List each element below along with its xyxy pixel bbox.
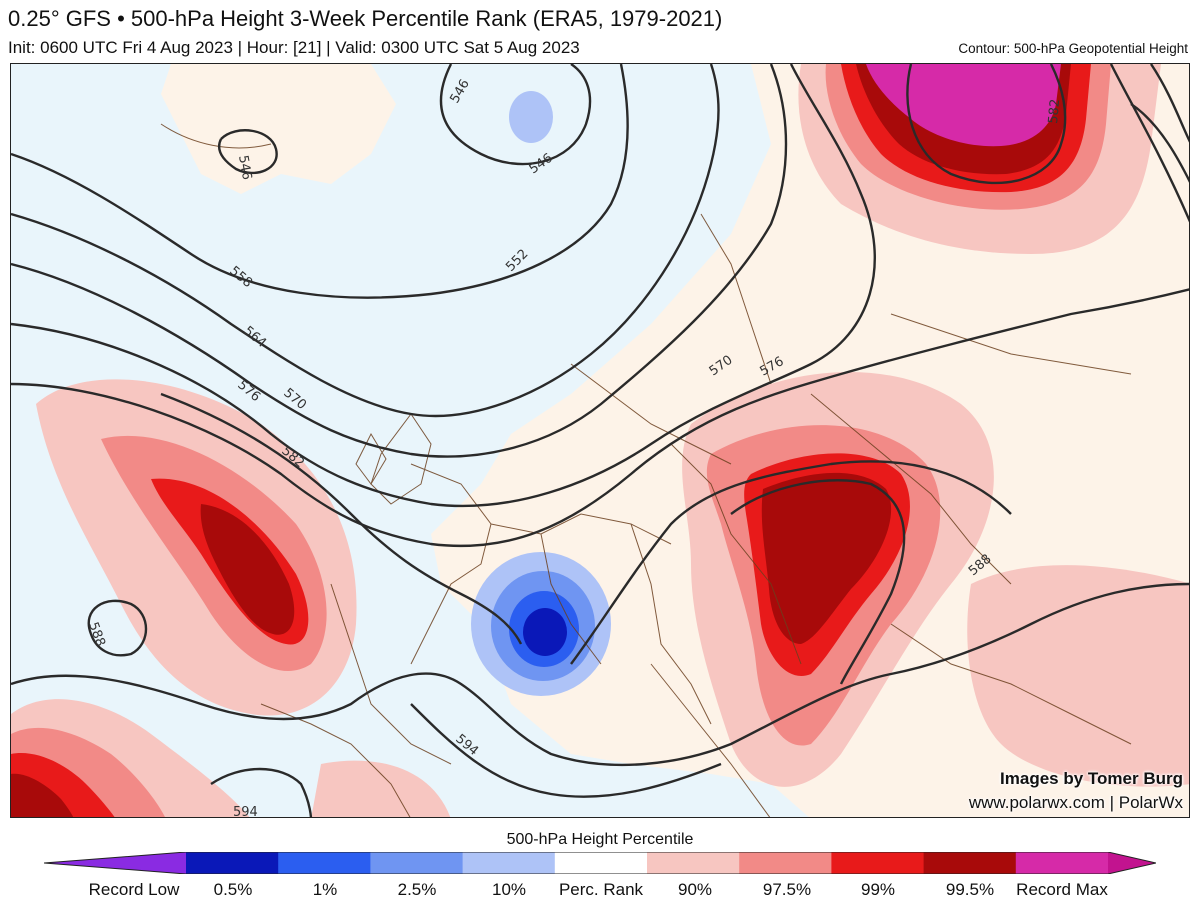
- map-panel: 546 546 546 552 558 564 570 576 576 570 …: [10, 63, 1190, 818]
- contour-582: [160, 392, 1012, 665]
- contour-552: [11, 64, 629, 299]
- credit-author: Images by Tomer Burg: [1000, 769, 1183, 788]
- colorbar-segment: [186, 852, 279, 874]
- colorbar-label: 99.5%: [945, 880, 995, 899]
- contour-588-main: [11, 582, 1189, 767]
- anomaly-se-90: [967, 565, 1189, 787]
- contour-label: 546: [235, 154, 254, 181]
- country-borders: [160, 123, 1132, 817]
- colorbar-segment: [647, 852, 740, 874]
- contour-570: [11, 64, 876, 508]
- colorbar-labels: Record Low 0.5% 1% 2.5% 10% Perc. Rank 9…: [0, 880, 1200, 910]
- anomaly-ne-record-max: [866, 64, 1061, 147]
- colorbar-segment: [462, 852, 556, 874]
- colorbar-label: 10%: [491, 880, 527, 899]
- colorbar-segment: [923, 852, 1017, 874]
- contour-ne-ring-2: [1109, 64, 1189, 223]
- colorbar-segment: [1015, 852, 1109, 874]
- colorbar-record-low-segment: [44, 852, 186, 874]
- map-title: 0.25° GFS • 500-hPa Height 3-Week Percen…: [8, 6, 723, 31]
- contour-ne-ring-1: [1130, 103, 1189, 183]
- colorbar-label: 2.5%: [397, 880, 437, 899]
- colorbar-title: 500-hPa Height Percentile: [506, 831, 694, 848]
- colorbar-label: 99%: [860, 880, 896, 899]
- map-subtitle: Init: 0600 UTC Fri 4 Aug 2023 | Hour: [2…: [8, 38, 580, 57]
- colorbar: [44, 852, 1156, 874]
- contour-594-south: [210, 767, 313, 817]
- contour-576: [11, 288, 1189, 548]
- anomaly-iceland-10: [509, 91, 553, 143]
- colorbar-label: Record Low: [88, 880, 180, 899]
- contour-ne-ring-3: [1150, 64, 1189, 143]
- colorbar-segment: [370, 852, 464, 874]
- contour-546-north: [439, 64, 592, 166]
- contour-594-east: [730, 479, 906, 685]
- contour-558: [11, 64, 720, 418]
- colorbar-segment: [278, 852, 371, 874]
- colorbar-label: Perc. Rank: [558, 880, 644, 899]
- contour-582-ne: [906, 64, 1067, 185]
- colorbar-label: 97.5%: [762, 880, 812, 899]
- greenland-land: [161, 64, 396, 194]
- height-contours: [11, 64, 1189, 817]
- anomaly-sw-995: [11, 773, 74, 817]
- anomaly-atlantic-995: [200, 504, 295, 635]
- colorbar-segment: [739, 852, 832, 874]
- contour-588-atlantic: [87, 599, 148, 657]
- contour-564: [11, 64, 788, 458]
- credit-website: www.polarwx.com | PolarWx: [968, 793, 1183, 812]
- colorbar-label: Record Max: [1016, 880, 1108, 899]
- map-canvas: 546 546 546 552 558 564 570 576 576 570 …: [11, 64, 1189, 818]
- colorbar-segment: [554, 852, 648, 874]
- anomaly-east-995: [761, 472, 892, 644]
- colorbar-segment: [831, 852, 925, 874]
- colorbar-label: 90%: [677, 880, 713, 899]
- anomaly-africa-90: [311, 760, 451, 817]
- anomaly-italy-05: [523, 608, 567, 656]
- colorbar-record-max-segment: [1108, 852, 1156, 874]
- contour-label: 582: [1046, 98, 1063, 124]
- contour-594-med: [410, 703, 722, 798]
- contour-label: 570: [707, 353, 736, 380]
- contour-label: 594: [233, 805, 258, 818]
- contour-546-greenland: [217, 129, 278, 175]
- contour-note: Contour: 500-hPa Geopotential Height: [958, 41, 1188, 56]
- colorbar-label: 0.5%: [213, 880, 253, 899]
- colorbar-label: 1%: [312, 880, 338, 899]
